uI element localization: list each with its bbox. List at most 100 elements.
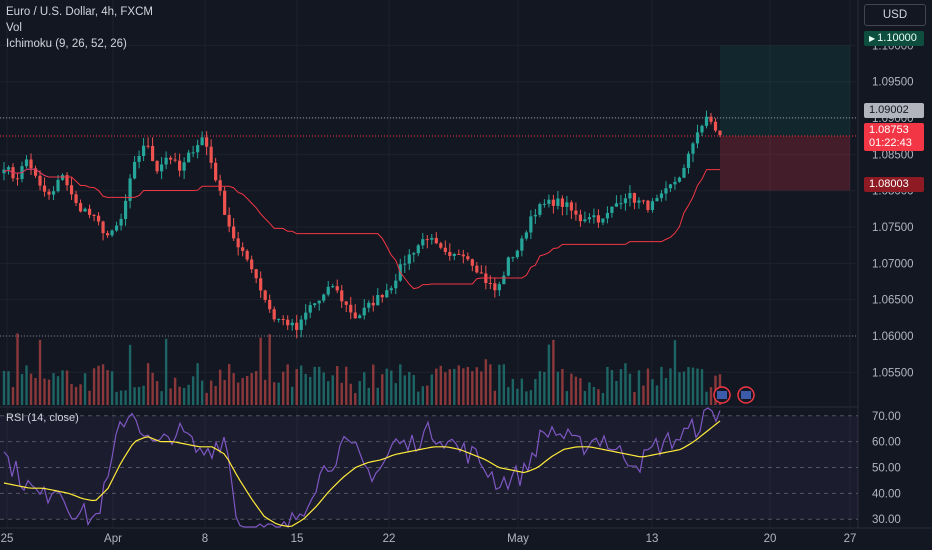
candle-body (470, 259, 474, 266)
candle-body (583, 219, 587, 222)
volume-bar (534, 378, 537, 405)
volume-bar (245, 375, 249, 405)
candle-body (578, 214, 583, 222)
candle-body (385, 290, 389, 298)
candle-body (322, 294, 326, 301)
volume-bar (97, 365, 100, 405)
volume-bar (268, 334, 271, 405)
candle-body (114, 225, 119, 231)
candle-body (65, 175, 69, 186)
volume-bar (574, 376, 578, 405)
volume-bar (259, 337, 262, 405)
volume-bar (376, 387, 379, 405)
candle-body (83, 208, 87, 212)
last-price-value: 1.08753 (869, 124, 909, 136)
candle-body (448, 251, 452, 256)
volume-bar (345, 366, 348, 405)
volume-bar (489, 364, 492, 405)
rsi-axis-label: 60.00 (872, 437, 901, 449)
candle-body (632, 193, 637, 203)
candle-body (33, 168, 38, 176)
ichimoku-legend[interactable]: Ichimoku (9, 26, 52, 26) (6, 38, 127, 50)
volume-bar (291, 386, 294, 405)
volume-bar (394, 383, 397, 405)
candle-body (313, 303, 317, 306)
candle-body (209, 146, 213, 163)
candle-body (241, 247, 245, 251)
candle-body (628, 193, 632, 199)
candle-body (614, 203, 619, 207)
time-axis-label: 8 (202, 533, 208, 545)
candle-body (155, 161, 159, 172)
candle-body (160, 164, 164, 172)
candle-body (151, 146, 155, 162)
candle-body (713, 121, 718, 131)
candle-body (619, 203, 623, 205)
volume-bar (358, 381, 361, 405)
volume-bar (16, 333, 19, 405)
volume-bar (227, 364, 231, 405)
candle-body (695, 132, 700, 144)
time-axis-label: 13 (646, 533, 659, 545)
candle-body (479, 272, 483, 274)
volume-legend[interactable]: Vol (6, 22, 22, 34)
volume-bar (349, 383, 352, 405)
last-price-tag: 1.08753 01:22:43 (864, 123, 924, 151)
volume-bar (322, 372, 325, 405)
volume-bar (448, 369, 452, 405)
high-price-tag: 1.09002 (864, 103, 924, 118)
candle-body (380, 294, 384, 298)
time-axis-label: 25 (1, 533, 14, 545)
volume-bar (110, 371, 114, 405)
volume-bar (579, 378, 582, 405)
candle-body (389, 288, 393, 291)
candle-body (74, 194, 78, 204)
candle-body (493, 283, 497, 291)
volume-bar (101, 364, 105, 405)
candle-body (344, 301, 348, 305)
candle-body (169, 157, 173, 160)
volume-bar (543, 371, 546, 405)
volume-bar (633, 392, 636, 405)
volume-bar (340, 382, 343, 405)
candle-body (290, 322, 294, 326)
volume-bar (493, 390, 497, 405)
volume-bar (435, 368, 438, 405)
rsi-legend[interactable]: RSI (14, close) (6, 412, 79, 424)
rsi-line (3, 407, 721, 529)
stop-price-tag: 1.08003 (864, 177, 924, 192)
candle-body (650, 201, 655, 211)
volume-bar (300, 365, 303, 405)
rsi-ma-line (3, 420, 721, 528)
time-axis-label: Apr (104, 533, 122, 545)
volume-bar (606, 366, 609, 405)
volume-bar (705, 391, 708, 405)
volume-bar (56, 376, 60, 405)
candle-body (637, 200, 641, 203)
ichimoku-cloud (62, 169, 111, 178)
candle-body (659, 193, 664, 199)
candle-body (601, 218, 605, 223)
volume-bar (552, 339, 555, 405)
volume-bar (367, 387, 370, 405)
candle-body (587, 217, 592, 220)
volume-bar (556, 371, 560, 405)
candle-body (497, 284, 501, 291)
currency-button[interactable]: USD (864, 4, 926, 26)
volume-bar (232, 373, 235, 405)
volume-bar (426, 385, 429, 405)
candle-body (560, 198, 564, 207)
volume-bar (272, 382, 276, 405)
candle-body (119, 218, 123, 226)
candle-body (263, 290, 267, 300)
candle-body (96, 215, 101, 222)
volume-bar (277, 382, 280, 405)
volume-bar (628, 373, 632, 405)
candle-body (709, 116, 713, 122)
volume-bar (7, 371, 10, 405)
symbol-title[interactable]: Euro / U.S. Dollar, 4h, FXCM (6, 6, 153, 18)
volume-bar (624, 363, 627, 405)
volume-bar (182, 387, 186, 405)
volume-bar (498, 364, 501, 405)
